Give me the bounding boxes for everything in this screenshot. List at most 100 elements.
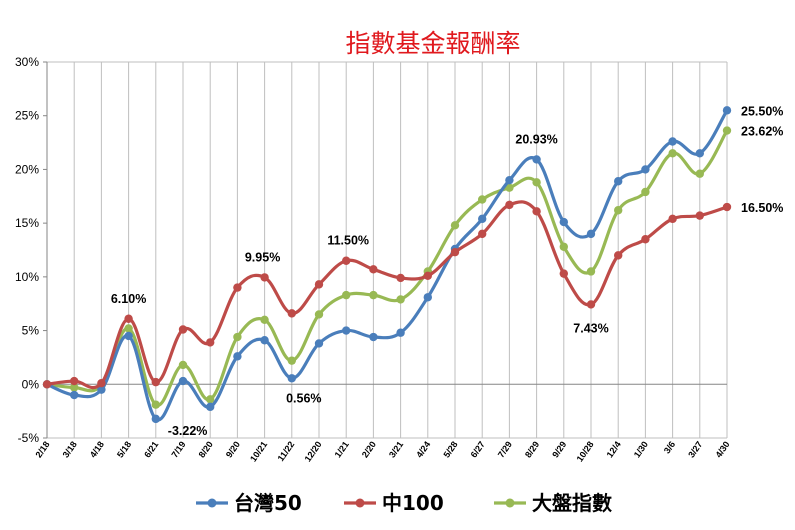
x-tick-label: 9/29 <box>550 439 568 459</box>
x-tick-label: 4/24 <box>414 439 432 459</box>
series-3 <box>42 126 732 409</box>
x-tick-label: 10/21 <box>248 439 269 463</box>
x-tick-label: 6/21 <box>142 439 160 459</box>
x-tick-label: 3/18 <box>61 439 79 459</box>
y-tick-label: 0% <box>22 377 40 391</box>
data-point <box>668 149 677 158</box>
grid-layer <box>46 61 728 439</box>
legend-marker <box>207 498 217 508</box>
data-point <box>722 126 732 135</box>
data-point <box>559 269 568 278</box>
data-point <box>505 175 514 185</box>
data-label: 11.50% <box>327 234 369 248</box>
x-tick-label: 7/29 <box>496 439 514 459</box>
data-label: 23.62% <box>741 125 783 139</box>
data-point <box>505 183 514 192</box>
x-tick-label: 6/27 <box>469 439 487 459</box>
x-tick-label: 2/20 <box>360 439 378 459</box>
y-tick-label: 15% <box>15 216 39 230</box>
series-2 <box>42 200 732 390</box>
x-tick-label: 3/21 <box>387 439 405 459</box>
data-point <box>641 235 650 244</box>
data-point <box>70 376 79 386</box>
data-point <box>124 314 133 323</box>
data-point <box>641 165 650 174</box>
data-label-layer: 6.10% -3.22% 9.95% 0.56% 11.50% 20.93% 7.43% 25… <box>111 104 784 438</box>
legend-item: 大盤指數 <box>494 491 612 515</box>
data-point <box>586 229 596 239</box>
data-point <box>124 324 133 333</box>
legend-marker <box>505 498 515 508</box>
data-point <box>614 251 623 260</box>
data-label: 6.10% <box>111 292 146 306</box>
series-line <box>45 128 729 407</box>
data-point <box>396 273 405 283</box>
data-point <box>342 256 351 265</box>
x-tick-label: 8/20 <box>197 439 215 459</box>
data-point <box>151 414 160 424</box>
data-point <box>178 376 188 386</box>
data-point <box>206 395 215 404</box>
data-label: 16.50% <box>741 201 783 215</box>
data-point <box>695 169 704 178</box>
data-point <box>396 328 405 337</box>
legend-label: 大盤指數 <box>532 491 612 515</box>
x-tick-label: 12/20 <box>303 439 324 463</box>
data-point <box>287 356 296 365</box>
data-point <box>233 283 242 292</box>
legend-marker <box>355 498 365 508</box>
data-point <box>668 137 677 146</box>
data-point <box>450 247 460 257</box>
data-point <box>423 271 432 280</box>
data-point <box>641 187 650 197</box>
x-tick-label: 1/30 <box>632 439 650 459</box>
data-point <box>287 309 296 318</box>
data-point <box>178 360 188 370</box>
x-tick-label: 5/28 <box>441 439 459 459</box>
x-tick-label: 12/4 <box>605 439 623 459</box>
data-point <box>369 290 378 300</box>
y-tick-label: -5% <box>18 431 40 445</box>
data-point <box>450 221 460 230</box>
y-tick-label: 10% <box>15 270 39 284</box>
data-point <box>559 217 568 227</box>
data-point <box>695 149 704 158</box>
y-tick-label: 20% <box>15 162 39 176</box>
x-tick-label: 1/21 <box>333 439 351 459</box>
y-tick-label: 30% <box>15 55 39 69</box>
data-point <box>614 206 623 215</box>
data-point <box>396 295 405 304</box>
data-point <box>586 300 596 309</box>
data-point <box>260 336 269 345</box>
x-tick-label: 3/6 <box>662 439 677 455</box>
x-tick-label: 9/20 <box>224 439 242 459</box>
data-point <box>722 202 732 212</box>
data-point <box>124 331 133 341</box>
data-point <box>586 267 596 276</box>
data-point <box>70 383 79 392</box>
data-point <box>478 229 487 239</box>
x-tick-label: 10/28 <box>575 439 596 463</box>
data-point <box>614 177 623 186</box>
data-point <box>287 374 296 383</box>
x-tick-label: 4/30 <box>713 439 731 459</box>
data-point <box>505 200 514 210</box>
data-point <box>97 379 106 388</box>
data-point <box>70 390 79 400</box>
y-tick-label: 5% <box>22 324 40 338</box>
data-point <box>342 290 351 300</box>
data-point <box>423 293 432 302</box>
data-point <box>151 400 160 409</box>
data-point <box>233 352 242 361</box>
chart-title: 指數基金報酬率 <box>345 29 520 58</box>
x-tick-label: 7/19 <box>169 439 187 459</box>
data-point <box>42 380 52 389</box>
data-point <box>260 315 269 325</box>
series-layer <box>42 106 732 424</box>
data-point <box>532 155 541 164</box>
data-point <box>233 332 242 342</box>
data-point <box>532 207 541 216</box>
data-point <box>369 332 378 342</box>
